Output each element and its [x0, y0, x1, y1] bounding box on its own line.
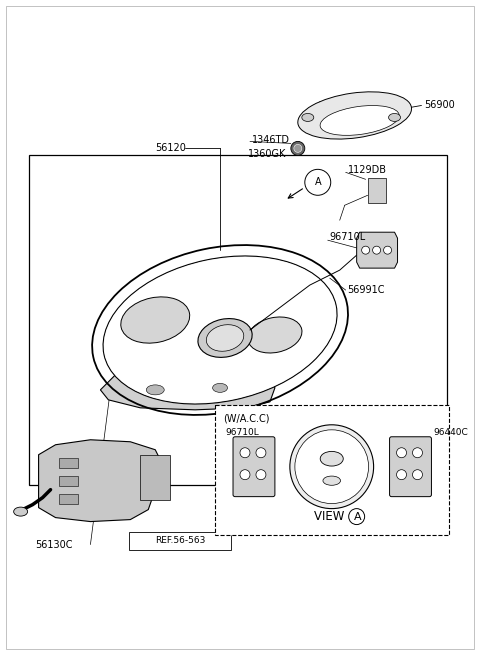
Bar [59, 494, 78, 504]
Circle shape [256, 470, 266, 479]
Ellipse shape [103, 256, 337, 404]
Circle shape [396, 470, 407, 479]
Ellipse shape [13, 507, 28, 516]
Ellipse shape [298, 92, 411, 139]
FancyBboxPatch shape [129, 532, 231, 550]
Bar [140, 455, 170, 500]
Circle shape [290, 425, 373, 509]
Ellipse shape [302, 113, 314, 121]
Text: 1360GK: 1360GK [248, 149, 287, 159]
Ellipse shape [206, 325, 244, 351]
Ellipse shape [121, 297, 190, 343]
Ellipse shape [320, 105, 399, 136]
Text: 96710L: 96710L [225, 428, 259, 438]
Text: 96440C: 96440C [433, 428, 468, 438]
Circle shape [240, 470, 250, 479]
Circle shape [256, 448, 266, 458]
Circle shape [412, 448, 422, 458]
Bar [59, 458, 78, 468]
Circle shape [240, 448, 250, 458]
Text: VIEW: VIEW [314, 510, 348, 523]
Circle shape [294, 144, 302, 153]
FancyBboxPatch shape [390, 437, 432, 496]
Ellipse shape [213, 383, 228, 392]
Bar [368, 178, 385, 203]
Ellipse shape [320, 451, 343, 466]
Circle shape [412, 470, 422, 479]
Bar [215, 405, 449, 534]
Text: 1346TD: 1346TD [252, 136, 290, 145]
Ellipse shape [146, 385, 164, 395]
Circle shape [372, 246, 381, 254]
Text: 96710L: 96710L [330, 232, 366, 242]
Ellipse shape [198, 318, 252, 358]
Bar [29, 155, 447, 485]
Text: 56991C: 56991C [348, 285, 385, 295]
Polygon shape [357, 233, 397, 268]
Text: A: A [354, 512, 361, 521]
FancyBboxPatch shape [233, 437, 275, 496]
Circle shape [291, 141, 305, 155]
Text: 56120: 56120 [155, 143, 186, 153]
Ellipse shape [389, 113, 400, 121]
Ellipse shape [248, 317, 302, 353]
Polygon shape [100, 365, 275, 410]
Text: 1129DB: 1129DB [348, 165, 387, 176]
Text: (W/A.C.C): (W/A.C.C) [223, 414, 270, 424]
Polygon shape [38, 440, 160, 521]
Circle shape [361, 246, 370, 254]
Bar [59, 476, 78, 485]
Circle shape [384, 246, 392, 254]
Text: REF.56-563: REF.56-563 [155, 536, 205, 545]
Text: 56900: 56900 [424, 100, 455, 111]
Text: A: A [314, 178, 321, 187]
Circle shape [295, 430, 369, 504]
Circle shape [396, 448, 407, 458]
Ellipse shape [104, 257, 336, 403]
Ellipse shape [323, 476, 340, 485]
Text: 56130C: 56130C [36, 540, 73, 550]
